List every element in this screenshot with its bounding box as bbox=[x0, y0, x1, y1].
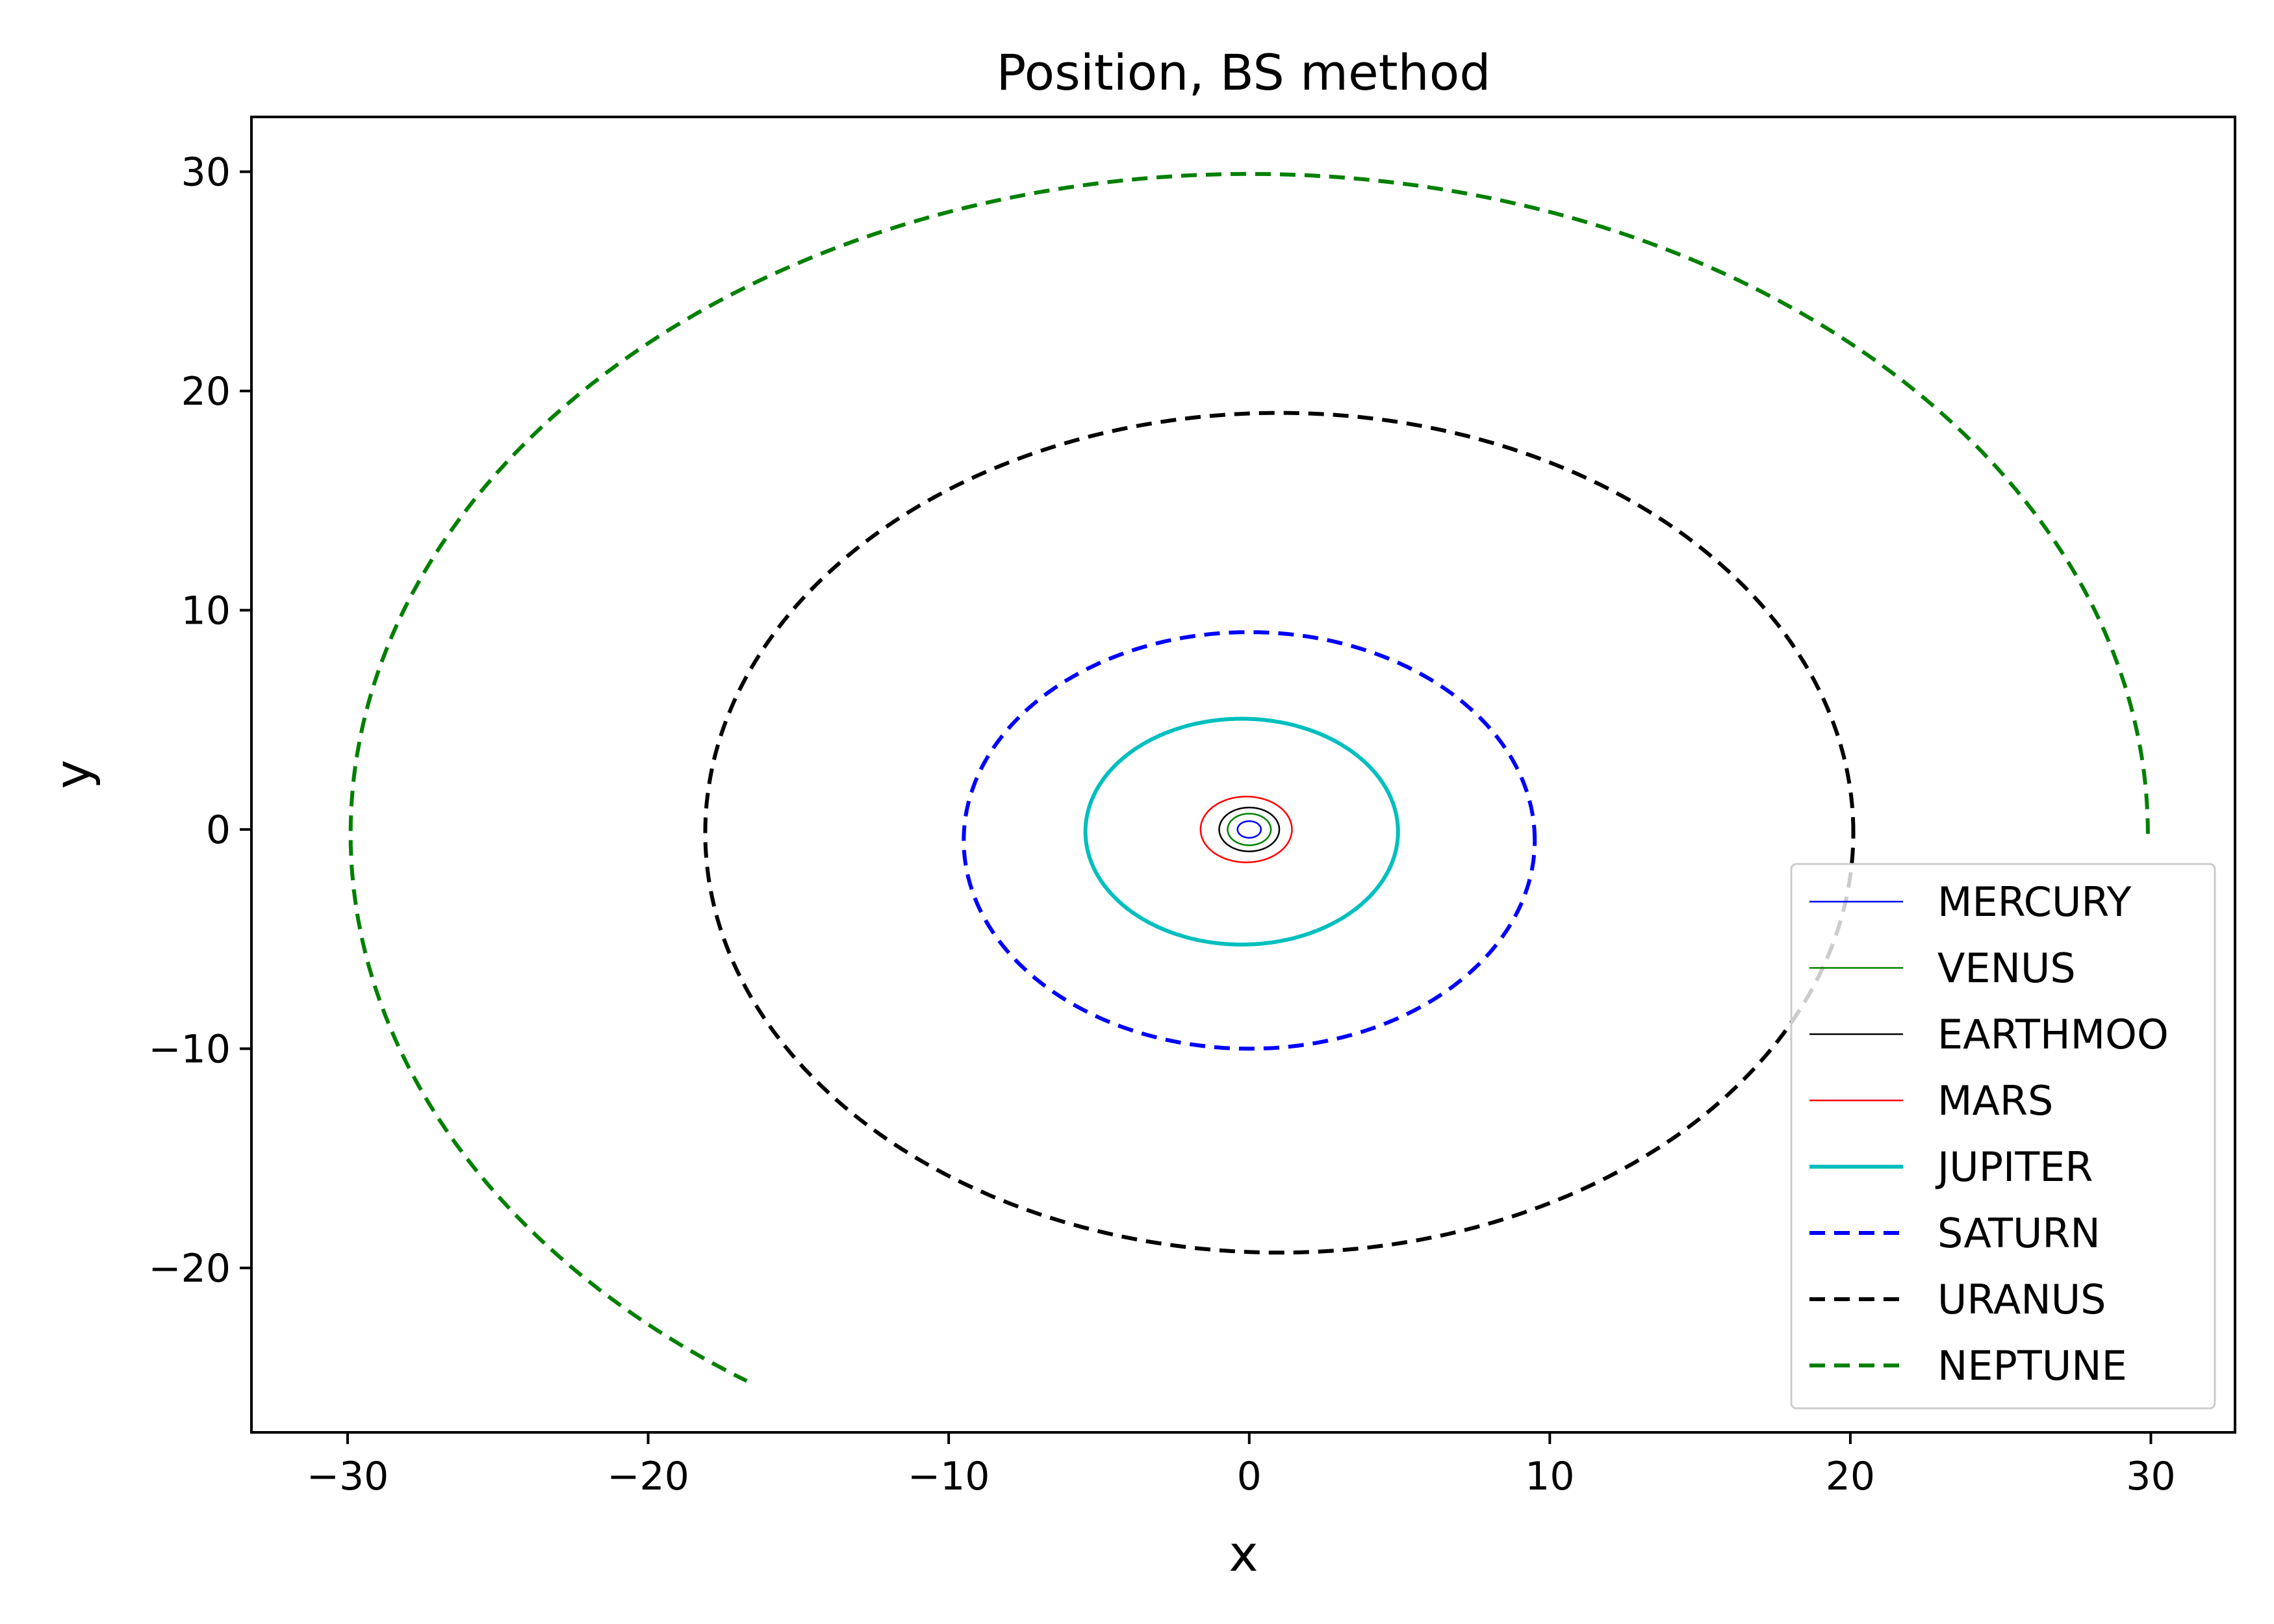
x-tick-label: 20 bbox=[1826, 1454, 1875, 1499]
x-tick-label: 0 bbox=[1237, 1454, 1262, 1499]
legend-label: EARTHMOO bbox=[1937, 1011, 2169, 1058]
x-tick-label: 10 bbox=[1525, 1454, 1574, 1499]
legend-label: MERCURY bbox=[1937, 878, 2131, 926]
chart-title: Position, BS method bbox=[997, 44, 1491, 101]
y-tick-label: 10 bbox=[181, 588, 231, 633]
x-tick-label: −20 bbox=[607, 1454, 689, 1499]
y-axis-label: y bbox=[44, 760, 101, 789]
series-line-jupiter bbox=[1083, 717, 1400, 947]
series-line-mercury bbox=[1236, 820, 1262, 839]
legend: MERCURY VENUS EARTHMOO MARS JUPITER SATURN URA… bbox=[1790, 863, 2216, 1410]
legend-label: JUPITER bbox=[1935, 1143, 2093, 1191]
series-line-mars bbox=[1199, 796, 1293, 863]
legend-label: SATURN bbox=[1937, 1210, 2101, 1257]
y-tick-label: 30 bbox=[181, 149, 231, 195]
series-line-uranus bbox=[703, 411, 1856, 1255]
series-line-neptune bbox=[348, 171, 2150, 1383]
y-tick-label: 0 bbox=[206, 807, 231, 853]
legend-label: URANUS bbox=[1937, 1276, 2106, 1323]
y-tick-label: 20 bbox=[181, 369, 231, 414]
plot-series bbox=[348, 171, 2150, 1383]
legend-box bbox=[1790, 863, 2216, 1410]
x-axis-ticks: −30 −20 −10 0 10 20 30 bbox=[307, 1432, 2176, 1499]
legend-label: MARS bbox=[1937, 1077, 2053, 1124]
x-tick-label: −30 bbox=[307, 1454, 389, 1499]
legend-label: VENUS bbox=[1937, 945, 2076, 992]
x-tick-label: 30 bbox=[2126, 1454, 2175, 1499]
y-tick-label: −10 bbox=[148, 1026, 231, 1072]
series-line-earthmoo bbox=[1218, 806, 1281, 852]
y-axis-ticks: −20 −10 0 10 20 30 bbox=[148, 149, 251, 1291]
y-tick-label: −20 bbox=[148, 1246, 231, 1291]
series-line-saturn bbox=[962, 630, 1537, 1051]
x-tick-label: −10 bbox=[908, 1454, 990, 1499]
x-axis-label: x bbox=[1229, 1525, 1258, 1582]
series-line-venus bbox=[1227, 813, 1272, 846]
legend-label: NEPTUNE bbox=[1937, 1342, 2127, 1389]
plot-frame bbox=[250, 116, 2236, 1434]
